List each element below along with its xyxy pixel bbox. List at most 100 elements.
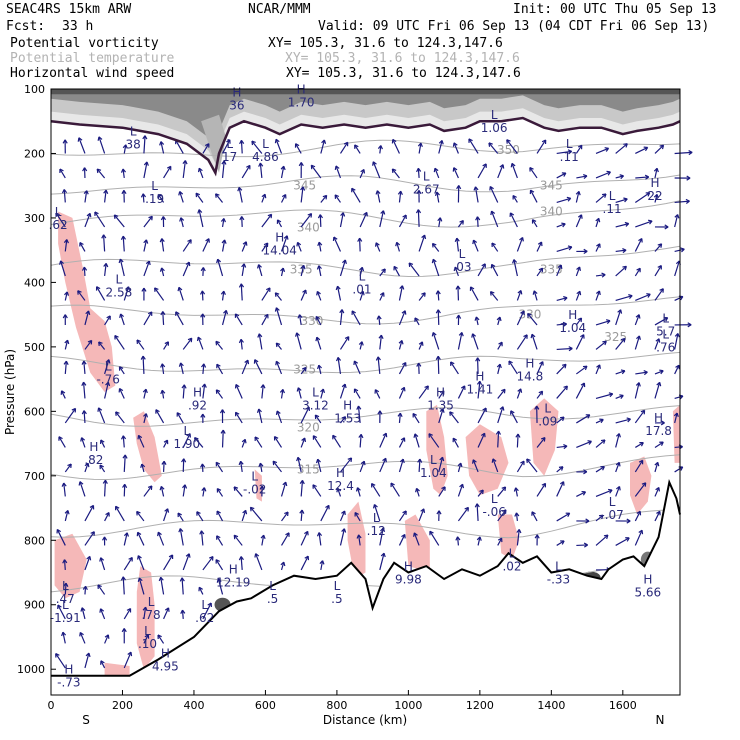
- wind-vector-head: [282, 481, 288, 487]
- wind-vector: [556, 197, 571, 204]
- wind-vector-head: [541, 139, 547, 144]
- wind-vector-head: [562, 321, 567, 327]
- wind-vector-head: [538, 267, 544, 273]
- wind-vector-head: [83, 190, 89, 195]
- wind-vector: [595, 340, 607, 350]
- wind-vector-head: [595, 290, 601, 296]
- wind-vector: [497, 537, 503, 546]
- extremum-value: 5.7: [656, 324, 675, 338]
- wind-vector: [379, 145, 382, 154]
- wind-vector: [143, 260, 150, 277]
- wind-vector: [378, 315, 381, 326]
- wind-vector-head: [178, 528, 184, 533]
- wind-vector-head: [417, 142, 423, 148]
- wind-vector-head: [563, 296, 568, 301]
- wind-vector: [240, 283, 243, 301]
- wind-vector: [240, 339, 243, 350]
- wind-vector: [634, 382, 640, 399]
- wind-vector: [359, 238, 361, 252]
- wind-vector: [497, 341, 503, 350]
- wind-vector-head: [310, 164, 316, 170]
- extremum-low: L2.67: [413, 169, 440, 196]
- wind-vector-head: [537, 241, 543, 247]
- wind-vector-head: [177, 286, 183, 292]
- wind-vector-head: [103, 262, 109, 268]
- wind-vector: [98, 407, 106, 424]
- wind-vector-head: [120, 576, 126, 581]
- wind-vector: [615, 249, 627, 253]
- extremum-high: H14.8: [517, 356, 544, 383]
- wind-vector-head: [63, 239, 69, 244]
- wind-vector-head: [67, 463, 72, 469]
- wind-vector: [64, 463, 72, 473]
- theta-contour-label: 335: [540, 263, 563, 277]
- wind-vector: [141, 463, 145, 473]
- wind-vector-head: [686, 175, 691, 181]
- wind-vector: [94, 211, 106, 228]
- wind-vector: [674, 248, 685, 253]
- wind-vector-head: [147, 485, 153, 490]
- wind-vector: [359, 169, 365, 179]
- wind-vector: [413, 532, 420, 546]
- wind-vector-head: [145, 260, 151, 266]
- wind-vector-head: [339, 309, 345, 314]
- wind-vector-head: [626, 518, 631, 524]
- wind-vector: [635, 293, 651, 302]
- wind-vector: [635, 371, 648, 375]
- x-axis-north-label: N: [656, 713, 665, 727]
- wind-vector: [379, 292, 385, 301]
- wind-vector-head: [643, 370, 648, 376]
- wind-vector-head: [143, 161, 149, 166]
- wind-vector-head: [439, 456, 445, 462]
- wind-vector: [64, 340, 69, 350]
- wind-vector-head: [435, 355, 441, 360]
- wind-vector: [492, 458, 499, 473]
- wind-vector-head: [335, 285, 341, 291]
- wind-vector: [221, 430, 224, 448]
- wind-vector: [356, 487, 361, 497]
- wind-vector-head: [85, 310, 91, 315]
- extremum-value: 1.90: [173, 437, 200, 451]
- wind-vector-head: [520, 310, 525, 316]
- wind-vector: [488, 142, 499, 154]
- wind-vector-head: [301, 437, 307, 443]
- wind-vector-head: [615, 461, 621, 467]
- wind-vector-head: [623, 143, 628, 148]
- wind-vector: [438, 457, 444, 473]
- wind-vector: [161, 363, 165, 375]
- extremum-kind: L: [566, 137, 573, 151]
- wind-vector-head: [100, 660, 105, 665]
- wind-vector-head: [216, 258, 222, 264]
- wind-vector-head: [473, 186, 479, 191]
- wind-vector-head: [453, 266, 459, 272]
- wind-vector-head: [538, 390, 544, 396]
- wind-vector: [202, 238, 210, 252]
- wind-vector-head: [62, 314, 68, 319]
- wind-vector-head: [296, 241, 302, 247]
- extremum-value: 14.04: [263, 244, 297, 258]
- wind-vector: [261, 287, 271, 301]
- extremum-low: L.62: [195, 598, 214, 625]
- extremum-value: 1.35: [427, 398, 454, 412]
- wind-vector: [63, 189, 66, 203]
- extremum-low: L-.06: [482, 492, 505, 519]
- wind-vector: [398, 285, 404, 301]
- theta-contour-315: [50, 454, 681, 481]
- wind-vector: [339, 528, 345, 546]
- wind-vector-head: [187, 337, 193, 343]
- wind-vector-head: [491, 242, 496, 248]
- wind-vector-head: [435, 290, 441, 295]
- wind-vector-head: [136, 531, 142, 537]
- wind-vector-head: [144, 634, 150, 639]
- wind-vector-head: [583, 542, 588, 548]
- extremum-low: L4.86: [252, 137, 279, 164]
- wind-vector-head: [540, 437, 546, 442]
- wind-vector-head: [519, 236, 524, 242]
- model-title: SEAC4RS 15km ARW: [6, 2, 132, 17]
- wind-vector-head: [136, 339, 141, 345]
- wind-vector-head: [490, 263, 496, 269]
- wind-vector: [379, 268, 386, 277]
- wind-vector: [241, 510, 247, 522]
- pv-positive-area: [254, 469, 262, 502]
- wind-vector-head: [82, 167, 88, 172]
